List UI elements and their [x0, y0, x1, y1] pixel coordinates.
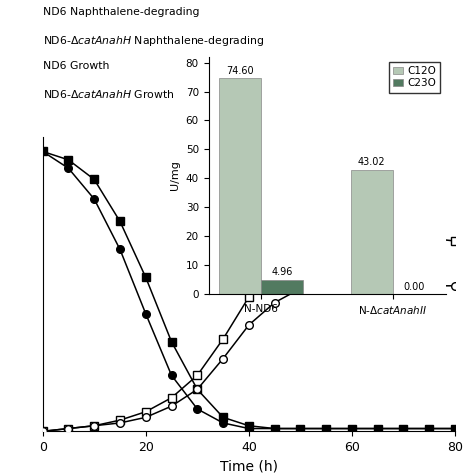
Legend: C12O, C23O: C12O, C23O: [389, 62, 440, 92]
Text: 4.96: 4.96: [272, 267, 293, 277]
Bar: [219, 78, 261, 294]
Text: 43.02: 43.02: [358, 157, 385, 167]
X-axis label: Time (h): Time (h): [220, 460, 278, 474]
Bar: [261, 280, 303, 294]
Bar: [351, 170, 393, 294]
Text: ND6-$\it{\Delta catAnahH}$ Growth: ND6-$\it{\Delta catAnahH}$ Growth: [43, 88, 174, 100]
Y-axis label: U/mg: U/mg: [170, 160, 180, 191]
Text: ND6-$\it{\Delta catAnahH}$ Naphthalene-degrading: ND6-$\it{\Delta catAnahH}$ Naphthalene-d…: [43, 34, 264, 48]
Text: 0.00: 0.00: [403, 282, 424, 292]
Text: 74.60: 74.60: [227, 66, 254, 76]
Text: ND6 Naphthalene-degrading: ND6 Naphthalene-degrading: [43, 7, 199, 17]
Text: ND6 Growth: ND6 Growth: [43, 61, 109, 71]
